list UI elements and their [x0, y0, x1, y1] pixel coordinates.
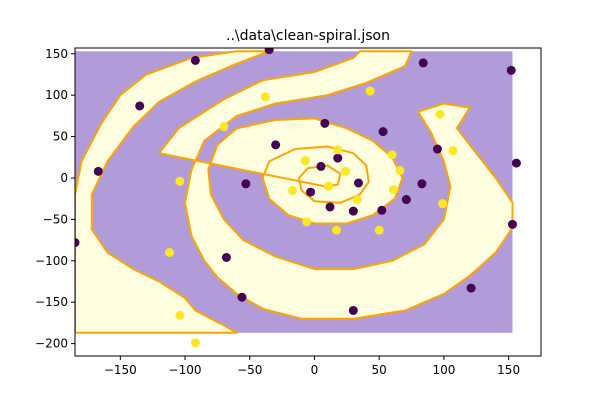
data-point-class-1	[260, 92, 270, 102]
x-tick-label: −150	[104, 363, 137, 377]
data-point-class-0	[271, 140, 281, 150]
y-tick-label: 0	[60, 171, 68, 185]
x-tick-label: −50	[237, 363, 262, 377]
x-tick-label: 50	[372, 363, 387, 377]
y-tick-label: −200	[35, 337, 68, 351]
data-point-class-0	[264, 48, 274, 55]
data-point-class-0	[348, 206, 358, 216]
data-point-class-1	[287, 185, 297, 195]
data-point-class-1	[164, 248, 174, 258]
y-tick-label: −100	[35, 254, 68, 268]
data-point-class-0	[378, 127, 388, 137]
data-point-class-0	[377, 205, 387, 215]
data-point-class-0	[190, 55, 200, 65]
data-point-class-1	[365, 86, 375, 96]
x-axis: −150 −100 −50 0 50 100 150	[104, 356, 520, 377]
data-point-class-0	[508, 219, 518, 229]
plot-frame	[74, 47, 542, 357]
data-point-class-0	[325, 202, 335, 212]
y-axis: −200 −150 −100 −50 0 50 100 150	[35, 47, 75, 351]
data-point-class-0	[135, 101, 145, 111]
x-tick-label: 150	[497, 363, 520, 377]
x-tick-label: 0	[311, 363, 319, 377]
data-point-class-0	[333, 153, 343, 163]
data-point-class-0	[353, 178, 363, 188]
data-point-class-1	[333, 145, 343, 155]
data-point-class-0	[306, 187, 316, 197]
class-1-region	[158, 50, 514, 320]
data-point-class-1	[302, 217, 312, 227]
class-1-region	[75, 50, 271, 334]
data-point-class-1	[435, 109, 445, 119]
data-point-class-1	[331, 225, 341, 235]
data-point-class-1	[175, 176, 185, 186]
data-point-class-1	[438, 199, 448, 209]
data-point-class-0	[417, 179, 427, 189]
y-tick-label: −50	[43, 212, 68, 226]
data-point-class-1	[395, 166, 405, 176]
data-point-class-1	[190, 338, 200, 348]
data-point-class-1	[175, 310, 185, 320]
data-point-class-0	[432, 144, 442, 154]
chart-title: ..\data\clean-spiral.json	[226, 28, 390, 44]
y-tick-label: 150	[45, 47, 68, 61]
data-point-class-1	[300, 156, 310, 166]
data-point-class-1	[448, 146, 458, 156]
data-point-class-0	[241, 179, 251, 189]
y-tick-label: −150	[35, 295, 68, 309]
data-point-class-0	[418, 58, 428, 68]
data-point-class-0	[221, 252, 231, 262]
y-tick-label: 50	[53, 130, 68, 144]
data-point-class-1	[388, 185, 398, 195]
data-point-class-0	[237, 292, 247, 302]
data-point-class-0	[320, 118, 330, 128]
x-tick-label: 100	[432, 363, 455, 377]
data-point-class-1	[219, 122, 229, 132]
data-point-class-1	[387, 150, 397, 160]
data-point-class-1	[374, 225, 384, 235]
data-point-class-1	[324, 181, 334, 191]
data-point-class-0	[93, 166, 103, 176]
data-point-class-0	[506, 65, 516, 75]
x-tick-label: −100	[169, 363, 202, 377]
data-point-class-0	[511, 158, 521, 168]
data-point-class-0	[348, 305, 358, 315]
data-point-class-1	[341, 166, 351, 176]
data-point-class-0	[75, 238, 80, 248]
plot-area	[75, 48, 521, 348]
data-point-class-0	[316, 161, 326, 171]
data-point-class-0	[401, 195, 411, 205]
data-point-class-1	[352, 195, 362, 205]
data-point-class-0	[466, 283, 476, 293]
y-tick-label: 100	[45, 88, 68, 102]
